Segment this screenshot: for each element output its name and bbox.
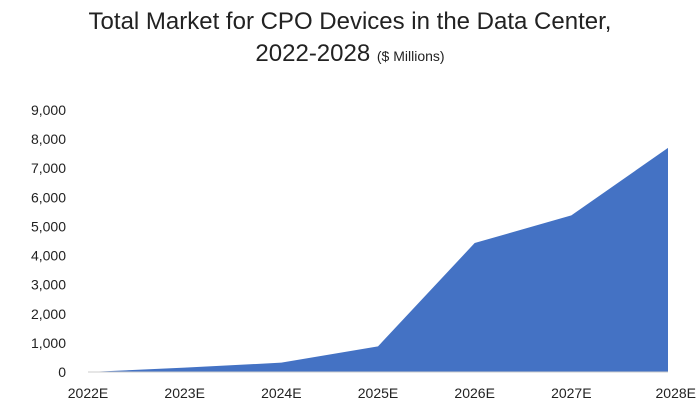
y-axis-ticks: 0 1,000 2,000 3,000 4,000 5,000 6,000 7,000 8,00…	[31, 102, 66, 380]
chart-title-years: 2022-2028	[255, 40, 371, 67]
x-tick-label: 2024E	[261, 385, 301, 401]
x-tick-label: 2026E	[454, 385, 494, 401]
plot-area	[87, 147, 669, 373]
y-tick-label: 0	[58, 364, 66, 380]
chart-title-line1: Total Market for CPO Devices in the Data…	[88, 8, 612, 35]
x-tick-label: 2025E	[358, 385, 398, 401]
y-tick-label: 2,000	[31, 306, 66, 322]
x-tick-label: 2028E	[656, 385, 696, 401]
y-tick-label: 8,000	[31, 131, 66, 147]
y-tick-label: 4,000	[31, 248, 66, 264]
y-tick-label: 3,000	[31, 277, 66, 293]
y-tick-label: 5,000	[31, 218, 66, 234]
chart-title-line2: 2022-2028 ($ Millions)	[0, 40, 700, 68]
y-tick-label: 9,000	[31, 102, 66, 118]
y-tick-label: 1,000	[31, 335, 66, 351]
x-axis-ticks: 2022E 2023E 2024E 2025E 2026E 2027E 2028E	[68, 385, 696, 401]
y-tick-label: 6,000	[31, 189, 66, 205]
area-series	[88, 147, 668, 372]
x-tick-label: 2023E	[164, 385, 204, 401]
y-tick-label: 7,000	[31, 160, 66, 176]
chart-subtitle: ($ Millions)	[376, 48, 445, 64]
x-tick-label: 2027E	[551, 385, 591, 401]
x-tick-label: 2022E	[68, 385, 108, 401]
